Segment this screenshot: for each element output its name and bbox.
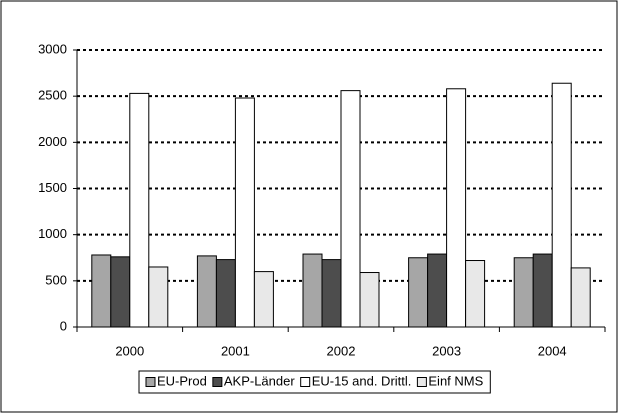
bar: [465, 260, 486, 328]
y-tick-label: 1000: [38, 226, 67, 241]
bar: [532, 253, 553, 328]
bar: [570, 267, 591, 328]
bar: [148, 266, 169, 328]
bar: [196, 255, 217, 328]
legend-swatch: [300, 377, 311, 387]
legend-label: EU-Prod: [157, 373, 207, 388]
bar: [321, 259, 342, 328]
bar: [215, 259, 236, 328]
bar: [302, 253, 323, 328]
bar: [446, 88, 467, 328]
x-tick-label: 2000: [115, 343, 144, 358]
legend-label: Einf NMS: [428, 373, 483, 388]
y-tick-label: 2000: [38, 134, 67, 149]
y-tick-label: 500: [45, 272, 67, 287]
bar: [234, 97, 255, 328]
bar: [408, 257, 429, 328]
y-tick-label: 3000: [38, 41, 67, 56]
legend-swatch: [212, 377, 223, 387]
y-tick-label: 1500: [38, 180, 67, 195]
bar: [359, 272, 380, 328]
bar: [253, 271, 274, 328]
bar: [427, 253, 448, 328]
bar: [110, 256, 131, 328]
x-tick-label: 2004: [538, 343, 567, 358]
legend-box: [138, 370, 491, 394]
x-tick-label: 2001: [221, 343, 250, 358]
bar: [551, 82, 572, 328]
bar: [129, 92, 150, 328]
x-tick-label: 2003: [432, 343, 461, 358]
legend-label: EU-15 and. Drittl.: [312, 373, 412, 388]
legend-swatch: [416, 377, 427, 387]
bar: [91, 254, 112, 328]
legend-swatch: [145, 377, 156, 387]
x-tick-label: 2002: [327, 343, 356, 358]
legend-label: AKP-Länder: [224, 373, 295, 388]
y-tick-label: 0: [60, 318, 67, 333]
bar: [340, 90, 361, 328]
bar: [513, 257, 534, 328]
y-tick-label: 2500: [38, 88, 67, 103]
